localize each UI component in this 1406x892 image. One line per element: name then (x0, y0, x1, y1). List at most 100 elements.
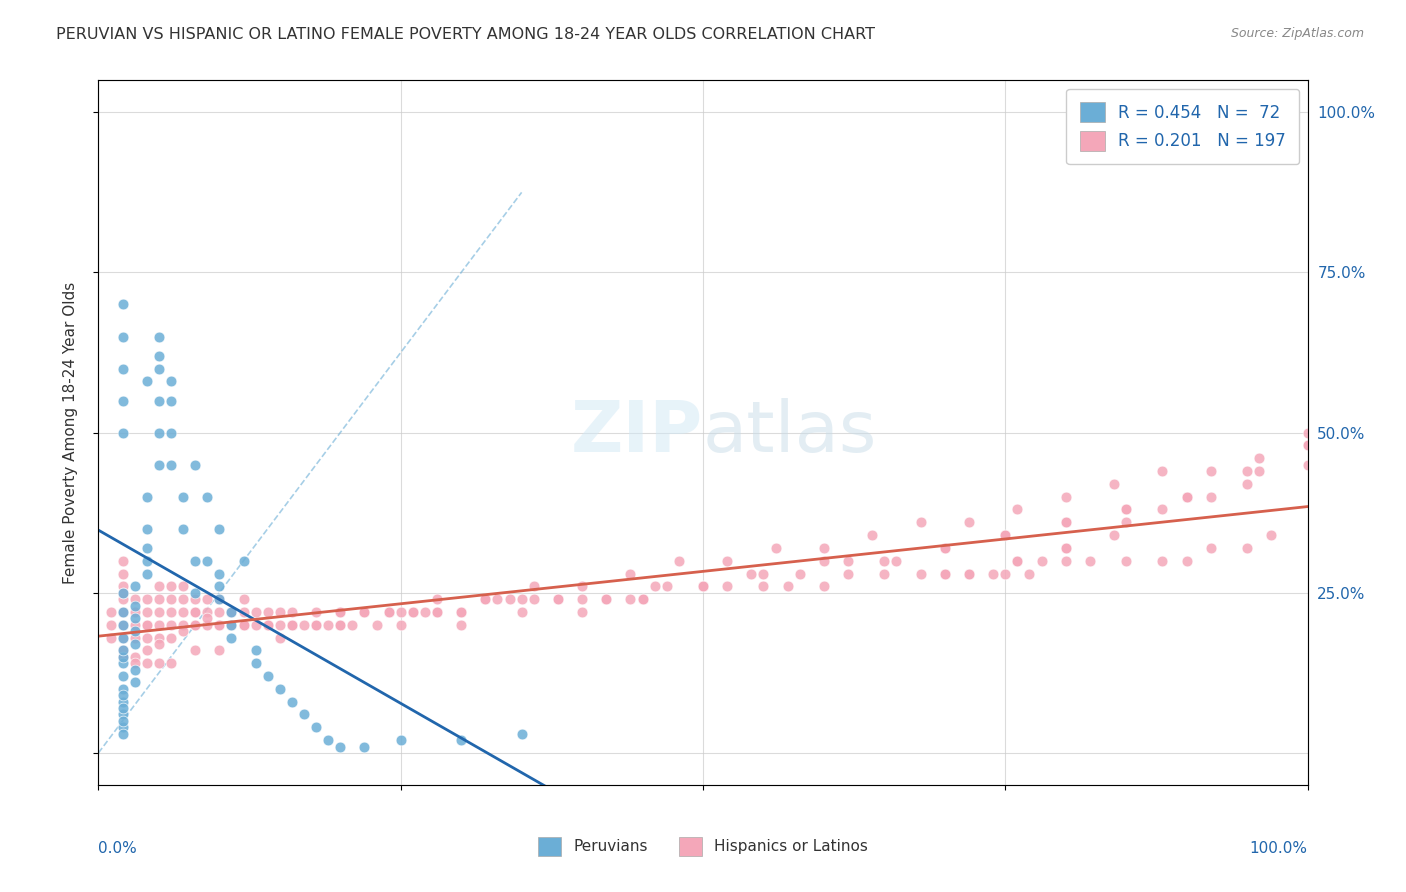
Point (1236, 541, 1258, 555)
Point (619, 566, 641, 581)
Point (1249, 464, 1271, 478)
Point (148, 329, 170, 343)
Point (124, 592, 146, 607)
Point (148, 592, 170, 607)
Point (148, 631, 170, 645)
Point (305, 605, 328, 619)
Point (135, 375, 157, 389)
Point (208, 566, 231, 581)
Point (208, 522, 231, 536)
Text: atlas: atlas (703, 398, 877, 467)
Point (389, 605, 412, 619)
Point (111, 727, 134, 741)
Point (981, 566, 1004, 581)
Point (208, 643, 231, 657)
Point (498, 592, 520, 607)
Point (571, 605, 593, 619)
Point (571, 579, 593, 593)
Point (692, 579, 714, 593)
Point (184, 554, 207, 568)
Point (1175, 554, 1198, 568)
Point (135, 631, 157, 645)
Point (135, 617, 157, 632)
Point (860, 528, 883, 542)
Point (124, 649, 146, 664)
Point (631, 592, 654, 607)
Point (111, 586, 134, 600)
Point (269, 605, 291, 619)
Point (148, 579, 170, 593)
Point (510, 605, 533, 619)
Point (934, 566, 956, 581)
Point (111, 592, 134, 607)
Point (1054, 516, 1077, 530)
Point (100, 631, 122, 645)
Point (1115, 554, 1137, 568)
Point (245, 605, 267, 619)
Point (305, 720, 328, 734)
Point (232, 617, 254, 632)
Point (160, 458, 183, 472)
Point (148, 617, 170, 632)
Point (221, 605, 243, 619)
Text: 0.0%: 0.0% (98, 841, 138, 856)
Point (957, 516, 980, 530)
Point (208, 617, 231, 632)
Point (111, 649, 134, 664)
Point (692, 579, 714, 593)
Point (994, 566, 1017, 581)
Point (789, 566, 811, 581)
Point (377, 605, 399, 619)
Y-axis label: Female Poverty Among 18-24 Year Olds: Female Poverty Among 18-24 Year Olds (63, 282, 77, 583)
Point (124, 637, 146, 651)
Point (232, 592, 254, 607)
Point (256, 605, 278, 619)
Point (184, 586, 207, 600)
Point (957, 566, 980, 581)
Point (1199, 464, 1222, 478)
Point (281, 695, 304, 709)
Point (510, 592, 533, 607)
Point (1007, 554, 1029, 568)
Point (172, 605, 194, 619)
Point (184, 617, 207, 632)
Point (1199, 490, 1222, 504)
Point (389, 617, 412, 632)
Point (619, 592, 641, 607)
Point (281, 617, 304, 632)
Point (111, 643, 134, 657)
Point (111, 649, 134, 664)
Point (148, 349, 170, 363)
Point (1115, 502, 1137, 516)
Point (124, 631, 146, 645)
Point (124, 657, 146, 671)
Point (281, 617, 304, 632)
Point (148, 393, 170, 408)
Point (135, 554, 157, 568)
Point (111, 695, 134, 709)
Point (245, 643, 267, 657)
Point (377, 605, 399, 619)
Point (195, 605, 218, 619)
Point (232, 617, 254, 632)
Point (595, 592, 617, 607)
Point (184, 458, 207, 472)
Point (450, 605, 472, 619)
Point (160, 617, 183, 632)
Point (124, 605, 146, 619)
Point (1175, 490, 1198, 504)
Point (305, 617, 328, 632)
Point (1152, 502, 1174, 516)
Point (221, 617, 243, 632)
Text: Source: ZipAtlas.com: Source: ZipAtlas.com (1230, 27, 1364, 40)
Point (256, 669, 278, 683)
Point (668, 554, 690, 568)
Point (208, 579, 231, 593)
Point (1054, 554, 1077, 568)
Point (195, 554, 218, 568)
Point (124, 675, 146, 690)
Point (195, 611, 218, 625)
Point (910, 566, 932, 581)
Point (716, 579, 738, 593)
Point (256, 617, 278, 632)
